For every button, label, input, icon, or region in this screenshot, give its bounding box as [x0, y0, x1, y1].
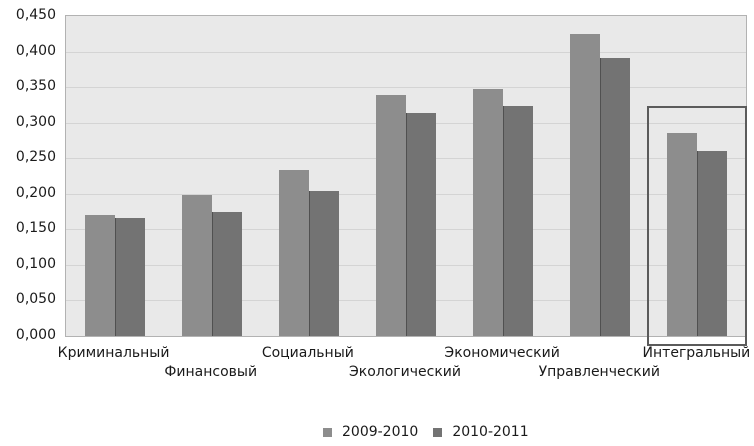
bar-series1-3	[376, 94, 406, 336]
x-category-label: Управленческий	[538, 364, 660, 380]
bar-series2-2	[308, 190, 339, 336]
bar-series1-5	[570, 33, 601, 336]
legend-label: 2010-2011	[452, 424, 529, 440]
y-tick-label: 0,350	[15, 78, 56, 95]
y-tick-label: 0,400	[15, 42, 56, 59]
legend-item: 2010-2011	[433, 424, 529, 440]
y-tick-label: 0,050	[15, 291, 56, 308]
x-category-label: Социальный	[261, 345, 354, 361]
x-category-label: Экономический	[444, 345, 560, 361]
bar-series1-0	[84, 215, 115, 336]
y-tick-label: 0,300	[15, 113, 56, 130]
highlight-box	[647, 106, 748, 346]
y-tick-label: 0,250	[15, 149, 56, 166]
bar-series1-4	[473, 89, 504, 336]
legend: 2009-2010 2010-2011	[323, 424, 529, 440]
bar-series2-3	[406, 112, 436, 336]
gridline	[66, 87, 746, 89]
legend-label: 2009-2010	[342, 424, 419, 440]
bar-series1-6	[667, 133, 698, 336]
y-tick-label: 0,100	[15, 255, 56, 272]
y-tick-label: 0,000	[15, 327, 56, 343]
bar-series2-0	[114, 217, 145, 336]
bar-series2-5	[600, 57, 631, 336]
plot-area	[65, 15, 747, 337]
bar-series1-1	[181, 195, 212, 336]
x-category-label: Экологический	[349, 364, 461, 380]
x-category-label: Интегральный	[642, 345, 751, 361]
bar-series1-2	[278, 169, 309, 336]
y-tick-label: 0,150	[15, 220, 56, 237]
legend-item: 2009-2010	[323, 424, 418, 440]
y-tick-label: 0,450	[15, 7, 56, 23]
bar-series2-4	[503, 105, 534, 336]
x-category-label: Криминальный	[57, 345, 170, 361]
legend-marker-icon	[323, 427, 332, 437]
gridline	[66, 51, 746, 53]
x-category-label: Финансовый	[164, 364, 258, 380]
bar-series2-6	[697, 151, 728, 336]
legend-marker-icon	[433, 427, 443, 437]
y-tick-label: 0,200	[15, 184, 56, 201]
bar-series2-1	[211, 211, 242, 336]
